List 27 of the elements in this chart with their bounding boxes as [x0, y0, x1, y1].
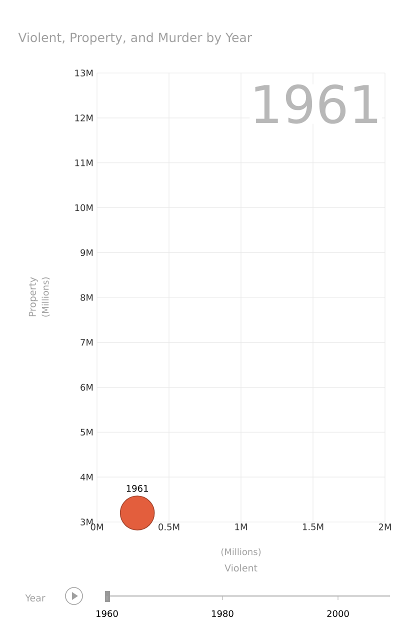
y-tick-label: 10M	[75, 204, 93, 212]
y-tick-label: 5M	[80, 428, 93, 436]
y-tick-label: 3M	[80, 518, 93, 526]
x-tick-label: 1M	[235, 524, 247, 530]
y-tick-label: 12M	[75, 114, 93, 122]
text: 2000	[327, 610, 349, 618]
x-axis-title: Violent	[224, 564, 258, 572]
text: Year	[25, 594, 46, 602]
x-tick-label: 0.5M	[158, 524, 180, 530]
y-tick-label: 13M	[75, 70, 93, 76]
text: 1960	[96, 610, 118, 618]
x-tick-label: 1.5M	[302, 524, 324, 530]
text: 1980	[212, 610, 234, 618]
y-axis-title: Property	[28, 277, 38, 316]
annotation: 1961	[255, 84, 378, 124]
y-tick-label: 7M	[80, 339, 93, 346]
y-tick-label: 4M	[80, 474, 93, 480]
text: (Millions)	[221, 548, 261, 556]
text: (Millions)	[42, 277, 50, 317]
y-tick-label: 11M	[75, 160, 93, 166]
y-tick-label: 6M	[80, 384, 93, 391]
y-tick-label: 9M	[80, 249, 93, 256]
x-tick-label: 2M	[378, 524, 391, 530]
x-tick-label: 0M	[90, 524, 103, 530]
chart-title: Violent, Property, and Murder by Year	[18, 32, 252, 45]
y-tick-label: 8M	[80, 294, 93, 301]
annotation: 1961	[126, 485, 148, 492]
